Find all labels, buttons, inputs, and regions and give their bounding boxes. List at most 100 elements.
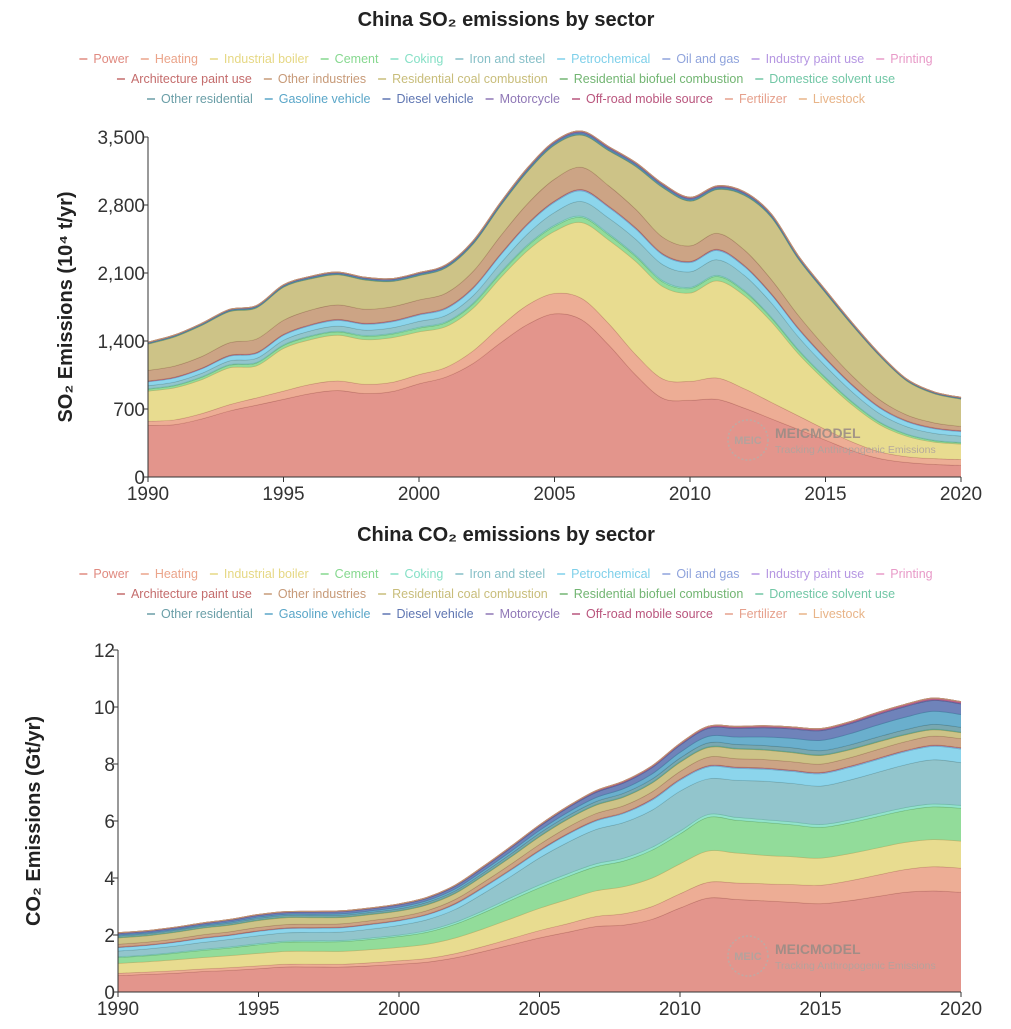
legend-item-motorcycle[interactable]: Motorcycle — [485, 92, 560, 106]
legend-item-residential-coal-combustion[interactable]: Residential coal combustion — [378, 72, 548, 86]
legend-item-heating[interactable]: Heating — [140, 52, 198, 66]
x-tick-label: 2020 — [940, 999, 982, 1020]
legend-item-livestock[interactable]: Livestock — [798, 607, 866, 621]
legend-item-petrochemical[interactable]: Petrochemical — [557, 52, 650, 66]
legend-label: Residential coal combustion — [392, 587, 548, 601]
legend-item-printing[interactable]: Printing — [876, 567, 933, 581]
legend-label: Architecture paint use — [131, 72, 252, 86]
series-area — [148, 313, 961, 477]
legend-item-domestice-solvent-use[interactable]: Domestice solvent use — [755, 72, 895, 86]
legend-label: Fertilizer — [739, 607, 787, 621]
legend-label: Other residential — [161, 607, 253, 621]
watermark-logo: MEIC MEICMODEL Tracking Anthropogenic Emis… — [727, 935, 936, 977]
legend-item-iron-and-steel[interactable]: Iron and steel — [455, 567, 545, 581]
legend-label: Fertilizer — [739, 92, 787, 106]
x-tick-label: 2000 — [398, 484, 440, 505]
series-livestock[interactable] — [117, 697, 962, 934]
y-tick-label: 2,100 — [97, 264, 145, 285]
legend-label: Residential biofuel combustion — [574, 587, 744, 601]
legend-item-industrial-boiler[interactable]: Industrial boiler — [209, 567, 309, 581]
co2-chart-title: China CO₂ emissions by sector — [357, 524, 655, 546]
y-tick-label: 1,400 — [97, 332, 145, 353]
legend-item-coking[interactable]: Coking — [390, 52, 443, 66]
legend-item-heating[interactable]: Heating — [140, 567, 198, 581]
legend-item-power[interactable]: Power — [79, 567, 129, 581]
legend-item-architecture-paint-use[interactable]: Architecture paint use — [116, 587, 252, 601]
legend-label: Industry paint use — [766, 52, 865, 66]
watermark-seal-text: MEIC — [734, 951, 762, 963]
legend-item-oil-and-gas[interactable]: Oil and gas — [662, 567, 740, 581]
legend-item-residential-coal-combustion[interactable]: Residential coal combustion — [378, 587, 548, 601]
series-line — [147, 130, 962, 398]
legend-item-other-residential[interactable]: Other residential — [147, 607, 253, 621]
legend-item-cement[interactable]: Cement — [320, 52, 379, 66]
series-area — [148, 167, 961, 431]
y-tick-label: 6 — [104, 812, 115, 833]
series-area — [118, 736, 961, 947]
legend-item-petrochemical[interactable]: Petrochemical — [557, 567, 650, 581]
legend-item-off-road-mobile-source[interactable]: Off-road mobile source — [572, 92, 713, 106]
legend-item-residential-biofuel-combustion[interactable]: Residential biofuel combustion — [559, 587, 744, 601]
so2-plot-area — [147, 130, 962, 477]
legend-item-printing[interactable]: Printing — [876, 52, 933, 66]
watermark-name: MEICMODEL — [775, 425, 861, 441]
so2-area-chart: China SO₂ emissions by sector Power Heatin… — [55, 9, 982, 505]
legend-item-diesel-vehicle[interactable]: Diesel vehicle — [382, 92, 474, 106]
x-tick-label: 2005 — [533, 484, 575, 505]
series-area — [148, 190, 961, 437]
so2-chart-title: China SO₂ emissions by sector — [358, 9, 655, 31]
legend-item-fertilizer[interactable]: Fertilizer — [724, 607, 787, 621]
legend-item-gasoline-vehicle[interactable]: Gasoline vehicle — [264, 607, 371, 621]
legend-item-motorcycle[interactable]: Motorcycle — [485, 607, 560, 621]
legend-label: Residential biofuel combustion — [574, 72, 744, 86]
legend-label: Printing — [890, 52, 932, 66]
legend-item-other-industries[interactable]: Other industries — [263, 72, 366, 86]
legend-item-other-industries[interactable]: Other industries — [263, 587, 366, 601]
legend-label: Off-road mobile source — [586, 92, 713, 106]
watermark-tagline: Tracking Anthropogenic Emissions — [775, 444, 936, 456]
legend-item-other-residential[interactable]: Other residential — [147, 92, 253, 106]
legend-label: Industrial boiler — [224, 567, 309, 581]
legend-item-off-road-mobile-source[interactable]: Off-road mobile source — [572, 607, 713, 621]
legend-item-gasoline-vehicle[interactable]: Gasoline vehicle — [264, 92, 371, 106]
legend-label: Diesel vehicle — [396, 607, 473, 621]
legend-item-residential-biofuel-combustion[interactable]: Residential biofuel combustion — [559, 72, 744, 86]
legend-item-industry-paint-use[interactable]: Industry paint use — [751, 567, 865, 581]
legend-item-fertilizer[interactable]: Fertilizer — [724, 92, 787, 106]
legend-label: Cement — [335, 567, 379, 581]
legend-label: Motorcycle — [500, 607, 560, 621]
series-livestock[interactable] — [147, 130, 962, 398]
legend-item-oil-and-gas[interactable]: Oil and gas — [662, 52, 740, 66]
watermark-seal-text: MEIC — [734, 435, 762, 447]
legend-label: Printing — [890, 567, 932, 581]
legend-item-power[interactable]: Power — [79, 52, 129, 66]
legend-label: Domestice solvent use — [769, 587, 895, 601]
x-tick-label: 1995 — [237, 999, 279, 1020]
legend-item-domestice-solvent-use[interactable]: Domestice solvent use — [755, 587, 895, 601]
legend-item-cement[interactable]: Cement — [320, 567, 379, 581]
y-tick-label: 10 — [94, 698, 115, 719]
series-area — [148, 201, 961, 443]
co2-chart-panel: China CO₂ emissions by sector Power Heatin… — [0, 512, 1011, 1024]
legend-item-iron-and-steel[interactable]: Iron and steel — [455, 52, 545, 66]
legend-item-architecture-paint-use[interactable]: Architecture paint use — [116, 72, 252, 86]
legend-item-coking[interactable]: Coking — [390, 567, 443, 581]
legend-label: Motorcycle — [500, 92, 560, 106]
y-tick-label: 0 — [134, 468, 145, 489]
series-area — [118, 890, 961, 992]
legend-item-industry-paint-use[interactable]: Industry paint use — [751, 52, 865, 66]
co2-y-axis-title: CO₂ Emissions (Gt/yr) — [23, 716, 45, 926]
legend-label: Power — [93, 567, 128, 581]
y-tick-label: 12 — [94, 641, 115, 662]
legend-item-livestock[interactable]: Livestock — [798, 92, 866, 106]
legend-label: Other residential — [161, 92, 253, 106]
legend-label: Oil and gas — [676, 567, 739, 581]
legend-item-industrial-boiler[interactable]: Industrial boiler — [209, 52, 309, 66]
legend-label: Livestock — [813, 92, 866, 106]
x-tick-label: 1990 — [127, 484, 169, 505]
legend-label: Petrochemical — [571, 567, 650, 581]
legend-item-diesel-vehicle[interactable]: Diesel vehicle — [382, 607, 474, 621]
legend-label: Architecture paint use — [131, 587, 252, 601]
legend-label: Heating — [155, 52, 198, 66]
series-area — [118, 711, 961, 936]
